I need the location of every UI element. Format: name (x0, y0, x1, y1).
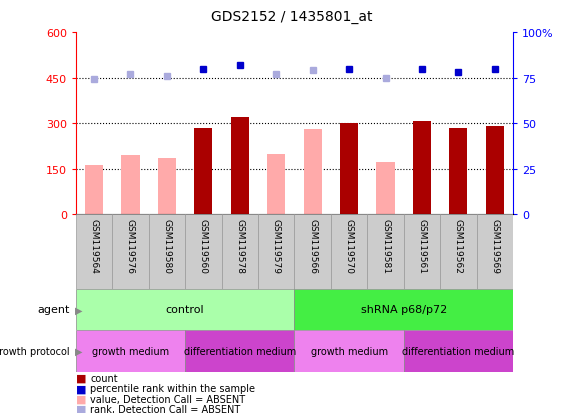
Bar (403, 330, 513, 372)
Text: value, Detection Call = ABSENT: value, Detection Call = ABSENT (90, 394, 245, 404)
Bar (377, 163, 395, 215)
Text: GSM119581: GSM119581 (381, 218, 390, 273)
Text: ▶: ▶ (75, 305, 83, 315)
Text: ■: ■ (76, 383, 86, 393)
Bar (85, 166, 103, 215)
Text: control: control (166, 305, 205, 315)
Text: GSM119576: GSM119576 (126, 218, 135, 273)
Text: ■: ■ (76, 404, 86, 413)
Text: GSM119562: GSM119562 (454, 218, 463, 273)
Bar (340, 123, 358, 215)
Bar (294, 289, 513, 330)
Bar (294, 330, 403, 372)
Bar (76, 215, 112, 289)
Text: ■: ■ (76, 394, 86, 404)
Bar (476, 215, 513, 289)
Text: GSM119566: GSM119566 (308, 218, 317, 273)
Text: growth medium: growth medium (92, 346, 169, 356)
Text: ▶: ▶ (75, 346, 83, 356)
Bar (76, 330, 185, 372)
Text: differentiation medium: differentiation medium (184, 346, 296, 356)
Bar (185, 215, 222, 289)
Text: GDS2152 / 1435801_at: GDS2152 / 1435801_at (210, 10, 373, 24)
Bar (403, 215, 440, 289)
Text: GSM119580: GSM119580 (163, 218, 171, 273)
Bar (440, 215, 476, 289)
Bar (231, 117, 249, 215)
Bar (112, 215, 149, 289)
Bar (413, 122, 431, 215)
Bar (222, 215, 258, 289)
Bar (158, 159, 176, 215)
Bar (149, 215, 185, 289)
Bar (185, 330, 294, 372)
Bar (331, 215, 367, 289)
Bar (367, 215, 403, 289)
Text: GSM119564: GSM119564 (90, 218, 99, 273)
Text: count: count (90, 373, 118, 383)
Bar (121, 156, 139, 215)
Text: GSM119560: GSM119560 (199, 218, 208, 273)
Text: GSM119579: GSM119579 (272, 218, 280, 273)
Text: agent: agent (37, 305, 70, 315)
Text: shRNA p68/p72: shRNA p68/p72 (361, 305, 447, 315)
Bar (449, 128, 468, 215)
Text: rank, Detection Call = ABSENT: rank, Detection Call = ABSENT (90, 404, 241, 413)
Bar (486, 126, 504, 215)
Bar (294, 215, 331, 289)
Bar (194, 128, 212, 215)
Text: growth medium: growth medium (311, 346, 388, 356)
Text: GSM119578: GSM119578 (236, 218, 244, 273)
Bar (304, 129, 322, 215)
Bar (258, 215, 294, 289)
Text: growth protocol: growth protocol (0, 346, 70, 356)
Text: GSM119570: GSM119570 (345, 218, 353, 273)
Text: ■: ■ (76, 373, 86, 383)
Bar (76, 289, 294, 330)
Text: differentiation medium: differentiation medium (402, 346, 515, 356)
Text: percentile rank within the sample: percentile rank within the sample (90, 383, 255, 393)
Bar (267, 154, 285, 215)
Text: GSM119569: GSM119569 (490, 218, 499, 273)
Text: GSM119561: GSM119561 (417, 218, 426, 273)
